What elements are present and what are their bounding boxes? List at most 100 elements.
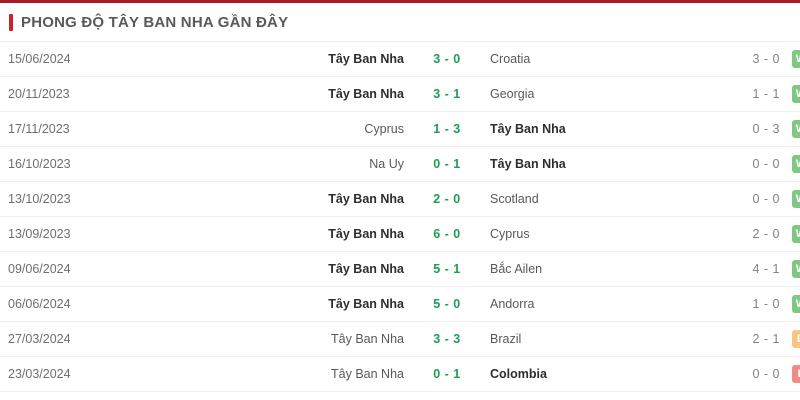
table-row[interactable]: 27/03/2024 Tây Ban Nha 3 - 3 Brazil 2 - 1 D — [0, 321, 800, 357]
match-date-cell: 20/11/2023 — [0, 77, 308, 112]
match-date: 15/06/2024 — [8, 52, 71, 66]
home-team-cell: Tây Ban Nha — [308, 322, 418, 357]
result-cell: W — [792, 287, 800, 322]
home-team-name[interactable]: Tây Ban Nha — [328, 297, 404, 311]
result-cell: W — [792, 77, 800, 112]
match-date-cell: 27/03/2024 — [0, 322, 308, 357]
home-team-name[interactable]: Cyprus — [364, 122, 404, 136]
away-team-cell: Tây Ban Nha — [476, 112, 662, 147]
home-team-cell: Tây Ban Nha — [308, 287, 418, 322]
table-row[interactable]: 13/10/2023 Tây Ban Nha 2 - 0 Scotland 0 - 0 W — [0, 181, 800, 217]
table-row[interactable]: 16/10/2023 Na Uy 0 - 1 Tây Ban Nha 0 - 0 W — [0, 146, 800, 182]
half-time-score: 2 - 1 — [752, 332, 780, 346]
away-team-name[interactable]: Tây Ban Nha — [490, 122, 566, 136]
full-time-score[interactable]: 2 - 0 — [433, 192, 461, 206]
home-team-cell: Na Uy — [308, 147, 418, 182]
half-time-score: 1 - 0 — [752, 297, 780, 311]
full-time-score[interactable]: 1 - 3 — [433, 122, 461, 136]
match-date: 27/03/2024 — [8, 332, 71, 346]
status-badge: W — [792, 85, 800, 103]
half-time-score: 0 - 0 — [752, 367, 780, 381]
status-badge: W — [792, 225, 800, 243]
home-team-name[interactable]: Tây Ban Nha — [331, 367, 404, 381]
result-cell: W — [792, 112, 800, 147]
half-time-score: 0 - 0 — [752, 192, 780, 206]
match-date: 23/03/2024 — [8, 367, 71, 381]
full-time-score[interactable]: 3 - 1 — [433, 87, 461, 101]
status-badge: W — [792, 260, 800, 278]
result-cell: W — [792, 252, 800, 287]
status-badge: D — [792, 330, 800, 348]
home-team-name[interactable]: Tây Ban Nha — [328, 87, 404, 101]
table-row[interactable]: 15/06/2024 Tây Ban Nha 3 - 0 Croatia 3 - 0 W — [0, 41, 800, 77]
table-row[interactable]: 09/06/2024 Tây Ban Nha 5 - 1 Bắc Ailen 4 - 1… — [0, 251, 800, 287]
away-team-name[interactable]: Scotland — [490, 192, 539, 206]
home-team-name[interactable]: Tây Ban Nha — [331, 332, 404, 346]
away-team-name[interactable]: Bắc Ailen — [490, 262, 543, 276]
status-badge: W — [792, 295, 800, 313]
home-team-cell: Tây Ban Nha — [308, 357, 418, 392]
full-time-score[interactable]: 0 - 1 — [433, 157, 461, 171]
half-time-score: 2 - 0 — [752, 227, 780, 241]
result-cell: W — [792, 42, 800, 77]
half-time-score: 0 - 3 — [752, 122, 780, 136]
match-date-cell: 09/06/2024 — [0, 252, 308, 287]
match-date-cell: 13/09/2023 — [0, 217, 308, 252]
home-team-cell: Tây Ban Nha — [308, 252, 418, 287]
away-team-cell: Colombia — [476, 357, 662, 392]
score-cell: 5 - 1 — [418, 252, 476, 287]
half-time-score-cell: 1 - 1 — [662, 77, 792, 112]
away-team-name[interactable]: Cyprus — [490, 227, 530, 241]
match-date-cell: 13/10/2023 — [0, 182, 308, 217]
table-row[interactable]: 06/06/2024 Tây Ban Nha 5 - 0 Andorra 1 - 0 W — [0, 286, 800, 322]
full-time-score[interactable]: 0 - 1 — [433, 367, 461, 381]
away-team-cell: Tây Ban Nha — [476, 147, 662, 182]
away-team-cell: Bắc Ailen — [476, 252, 662, 287]
away-team-name[interactable]: Brazil — [490, 332, 522, 346]
half-time-score-cell: 0 - 0 — [662, 147, 792, 182]
home-team-cell: Tây Ban Nha — [308, 217, 418, 252]
away-team-cell: Brazil — [476, 322, 662, 357]
match-date: 06/06/2024 — [8, 297, 71, 311]
half-time-score: 4 - 1 — [752, 262, 780, 276]
table-row[interactable]: 13/09/2023 Tây Ban Nha 6 - 0 Cyprus 2 - 0 W — [0, 216, 800, 252]
match-date-cell: 15/06/2024 — [0, 42, 308, 77]
header-accent-bar — [9, 13, 13, 31]
table-row[interactable]: 23/03/2024 Tây Ban Nha 0 - 1 Colombia 0 - 0 L — [0, 356, 800, 392]
result-cell: W — [792, 182, 800, 217]
match-date-cell: 06/06/2024 — [0, 287, 308, 322]
away-team-name[interactable]: Andorra — [490, 297, 535, 311]
full-time-score[interactable]: 3 - 0 — [433, 52, 461, 66]
score-cell: 0 - 1 — [418, 357, 476, 392]
table-row[interactable]: 17/11/2023 Cyprus 1 - 3 Tây Ban Nha 0 - 3 W — [0, 111, 800, 147]
match-date: 16/10/2023 — [8, 157, 71, 171]
score-cell: 5 - 0 — [418, 287, 476, 322]
home-team-cell: Cyprus — [308, 112, 418, 147]
status-badge: W — [792, 50, 800, 68]
away-team-name[interactable]: Georgia — [490, 87, 535, 101]
full-time-score[interactable]: 5 - 1 — [433, 262, 461, 276]
result-cell: W — [792, 217, 800, 252]
score-cell: 3 - 0 — [418, 42, 476, 77]
full-time-score[interactable]: 3 - 3 — [433, 332, 461, 346]
table-row[interactable]: 20/11/2023 Tây Ban Nha 3 - 1 Georgia 1 - 1 W — [0, 76, 800, 112]
full-time-score[interactable]: 5 - 0 — [433, 297, 461, 311]
away-team-name[interactable]: Tây Ban Nha — [490, 157, 566, 171]
half-time-score: 3 - 0 — [752, 52, 780, 66]
home-team-name[interactable]: Tây Ban Nha — [328, 227, 404, 241]
full-time-score[interactable]: 6 - 0 — [433, 227, 461, 241]
result-cell: W — [792, 147, 800, 182]
home-team-cell: Tây Ban Nha — [308, 182, 418, 217]
status-badge: W — [792, 120, 800, 138]
away-team-name[interactable]: Croatia — [490, 52, 531, 66]
match-date-cell: 17/11/2023 — [0, 112, 308, 147]
home-team-name[interactable]: Tây Ban Nha — [328, 52, 404, 66]
half-time-score-cell: 0 - 0 — [662, 182, 792, 217]
away-team-name[interactable]: Colombia — [490, 367, 547, 381]
match-date: 09/06/2024 — [8, 262, 71, 276]
home-team-name[interactable]: Tây Ban Nha — [328, 262, 404, 276]
home-team-name[interactable]: Tây Ban Nha — [328, 192, 404, 206]
home-team-name[interactable]: Na Uy — [369, 157, 404, 171]
half-time-score-cell: 1 - 0 — [662, 287, 792, 322]
